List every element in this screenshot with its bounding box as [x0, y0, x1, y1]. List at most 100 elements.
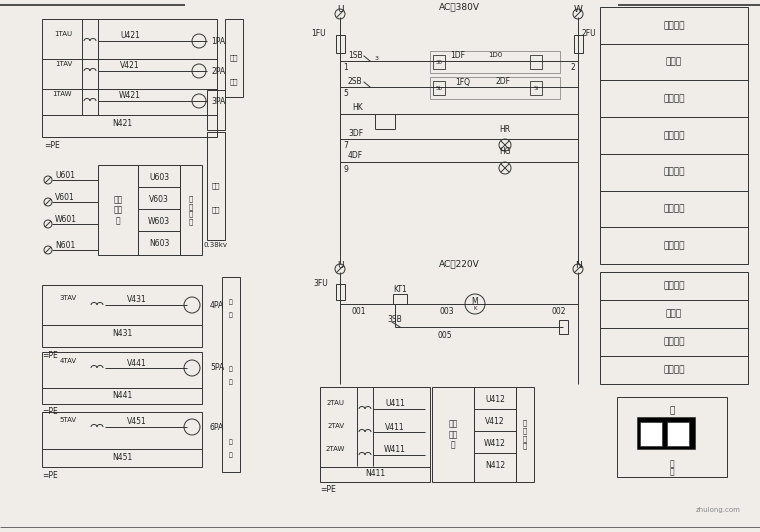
Text: AC～220V: AC～220V [439, 260, 480, 269]
Text: HR: HR [499, 124, 511, 134]
Text: 1FU: 1FU [312, 29, 326, 38]
Text: HG: HG [499, 147, 511, 156]
Text: 2TAU: 2TAU [327, 400, 345, 406]
Bar [667, 422, 689, 446]
Text: U601: U601 [55, 171, 75, 180]
Text: 1D0: 1D0 [488, 52, 502, 58]
Bar [433, 55, 445, 69]
Text: W603: W603 [148, 217, 170, 226]
Bar [335, 284, 344, 300]
Bar [432, 387, 474, 482]
Bar [98, 165, 138, 255]
Text: N: N [575, 262, 581, 270]
Text: 3PA: 3PA [211, 96, 225, 105]
Text: 联合
接线
盒: 联合 接线 盒 [448, 420, 458, 450]
Text: 测: 测 [229, 439, 233, 445]
Bar [474, 387, 516, 482]
Text: 计
量
卡
表: 计 量 卡 表 [523, 420, 527, 449]
Text: 相: 相 [229, 312, 233, 318]
Text: 测量: 测量 [212, 207, 220, 213]
Text: 5PA: 5PA [210, 363, 224, 372]
Text: N441: N441 [112, 390, 132, 400]
Text: V412: V412 [485, 417, 505, 426]
Text: 测量: 测量 [230, 79, 238, 85]
Text: 6PA: 6PA [210, 422, 224, 431]
Text: U421: U421 [120, 31, 140, 40]
Text: W601: W601 [55, 215, 77, 225]
Bar [516, 387, 534, 482]
Text: V603: V603 [149, 195, 169, 204]
Text: 合闸指示: 合闸指示 [663, 204, 685, 213]
Text: 4TAV: 4TAV [60, 358, 77, 364]
Bar [600, 272, 748, 384]
Text: 2FU: 2FU [581, 29, 596, 38]
Bar [225, 19, 243, 97]
Text: 温控回路: 温控回路 [663, 365, 685, 375]
Text: AC～380V: AC～380V [439, 3, 480, 12]
Text: N603: N603 [149, 238, 169, 247]
Text: M: M [472, 296, 478, 305]
Text: 2DF: 2DF [495, 77, 510, 86]
Text: U603: U603 [149, 172, 169, 181]
Text: 1PA: 1PA [211, 37, 225, 46]
Bar [640, 422, 662, 446]
Text: V411: V411 [385, 422, 405, 431]
Text: N451: N451 [112, 453, 132, 461]
Text: 5b: 5b [435, 86, 442, 90]
Bar [530, 81, 542, 95]
Text: 3DF: 3DF [348, 129, 363, 137]
Text: V421: V421 [120, 62, 140, 71]
Text: 1: 1 [343, 63, 348, 72]
Text: =PE: =PE [42, 470, 58, 479]
Bar [574, 35, 582, 53]
Bar [430, 77, 560, 99]
Text: V451: V451 [127, 418, 147, 427]
Text: 5: 5 [343, 89, 348, 98]
Bar [617, 397, 727, 477]
Text: 联合
接线
盒: 联合 接线 盒 [113, 195, 122, 225]
Text: 分闸指示: 分闸指示 [663, 241, 685, 250]
Text: W421: W421 [119, 92, 141, 101]
Text: 9: 9 [343, 164, 348, 173]
Text: V601: V601 [55, 194, 74, 203]
Bar [42, 19, 217, 137]
Text: 5TAV: 5TAV [60, 417, 77, 423]
Text: 分闸回路: 分闸回路 [663, 131, 685, 140]
Text: 002: 002 [552, 306, 566, 315]
Text: 熔断器: 熔断器 [666, 310, 682, 319]
Bar [320, 387, 430, 482]
Text: 001: 001 [352, 306, 366, 315]
Text: =PE: =PE [42, 408, 58, 417]
Text: 0.38kv: 0.38kv [204, 242, 228, 248]
Text: 流: 流 [229, 380, 233, 385]
Text: 4DF: 4DF [348, 152, 363, 161]
Text: =PE: =PE [320, 486, 336, 495]
Text: N601: N601 [55, 242, 75, 251]
Text: 1TAV: 1TAV [55, 61, 72, 67]
Text: 电能: 电能 [212, 182, 220, 189]
Text: 30: 30 [435, 60, 442, 64]
Text: zhulong.com: zhulong.com [695, 507, 740, 513]
Bar [138, 165, 180, 255]
Text: W: W [574, 4, 582, 13]
Text: 3TAV: 3TAV [60, 295, 77, 301]
Text: 7: 7 [343, 142, 348, 151]
Text: 3: 3 [375, 55, 379, 61]
Text: U: U [337, 262, 344, 270]
Bar [430, 51, 560, 73]
Bar [180, 165, 202, 255]
Text: =PE: =PE [42, 351, 58, 360]
Text: 5i: 5i [534, 86, 539, 90]
Text: 电流: 电流 [230, 55, 238, 61]
Text: 003: 003 [440, 306, 454, 315]
Bar [335, 35, 344, 53]
Text: 2SB: 2SB [348, 77, 363, 86]
Text: K: K [473, 305, 477, 311]
Text: =PE: =PE [44, 140, 60, 149]
Text: 风泵回路: 风泵回路 [663, 337, 685, 346]
Bar [42, 352, 202, 404]
Text: U411: U411 [385, 400, 405, 409]
Bar [42, 285, 202, 347]
Bar [530, 55, 542, 69]
Text: 1SB: 1SB [348, 51, 363, 60]
